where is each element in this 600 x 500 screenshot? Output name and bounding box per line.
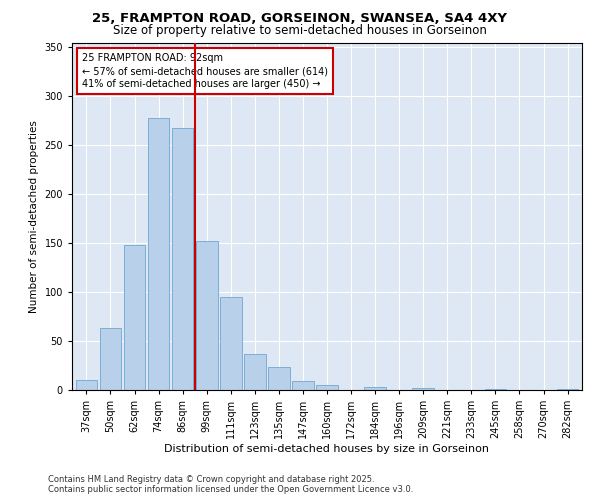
- Bar: [172, 128, 193, 390]
- Text: Contains HM Land Registry data © Crown copyright and database right 2025.
Contai: Contains HM Land Registry data © Crown c…: [48, 474, 413, 494]
- Bar: [124, 245, 145, 390]
- X-axis label: Distribution of semi-detached houses by size in Gorseinon: Distribution of semi-detached houses by …: [164, 444, 490, 454]
- Bar: [76, 380, 97, 390]
- Bar: [268, 366, 290, 390]
- Bar: [292, 381, 314, 390]
- Text: Size of property relative to semi-detached houses in Gorseinon: Size of property relative to semi-detach…: [113, 24, 487, 37]
- Bar: [100, 328, 121, 390]
- Bar: [364, 387, 386, 390]
- Bar: [220, 297, 242, 390]
- Text: 25 FRAMPTON ROAD: 92sqm
← 57% of semi-detached houses are smaller (614)
41% of s: 25 FRAMPTON ROAD: 92sqm ← 57% of semi-de…: [82, 53, 328, 90]
- Bar: [485, 389, 506, 390]
- Bar: [196, 241, 218, 390]
- Bar: [316, 385, 338, 390]
- Bar: [244, 354, 266, 390]
- Text: 25, FRAMPTON ROAD, GORSEINON, SWANSEA, SA4 4XY: 25, FRAMPTON ROAD, GORSEINON, SWANSEA, S…: [92, 12, 508, 26]
- Bar: [557, 389, 578, 390]
- Bar: [148, 118, 169, 390]
- Bar: [412, 388, 434, 390]
- Y-axis label: Number of semi-detached properties: Number of semi-detached properties: [29, 120, 39, 312]
